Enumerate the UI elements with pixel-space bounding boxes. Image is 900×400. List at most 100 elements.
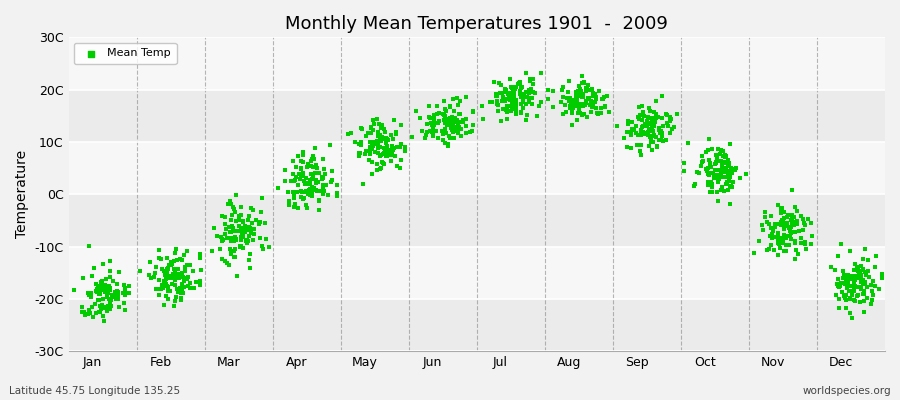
Point: [101, 290, 115, 296]
Point: [244, 205, 258, 212]
Point: [223, 229, 238, 236]
Point: [710, 172, 724, 178]
Point: [282, 198, 296, 204]
Point: [93, 290, 107, 297]
Point: [794, 240, 808, 246]
Point: [219, 226, 233, 233]
Point: [450, 127, 464, 134]
Point: [634, 142, 648, 148]
Point: [777, 215, 791, 221]
Point: [133, 268, 148, 275]
Point: [218, 231, 232, 238]
Point: [296, 152, 310, 158]
Point: [708, 160, 723, 167]
Point: [436, 137, 450, 143]
Point: [648, 115, 662, 121]
Point: [868, 264, 883, 270]
Point: [642, 121, 656, 127]
Point: [105, 278, 120, 284]
Point: [241, 212, 256, 219]
Point: [299, 202, 313, 208]
Point: [365, 138, 380, 145]
Point: [504, 84, 518, 90]
Point: [509, 99, 524, 105]
Point: [277, 167, 292, 173]
Point: [159, 276, 174, 283]
Point: [590, 96, 604, 102]
Point: [298, 181, 312, 188]
Point: [505, 99, 519, 106]
Point: [229, 192, 243, 198]
Point: [418, 132, 433, 138]
Point: [236, 245, 250, 251]
Point: [393, 144, 408, 150]
Point: [181, 274, 195, 280]
Point: [580, 86, 594, 92]
Point: [564, 101, 579, 107]
Point: [378, 138, 392, 145]
Point: [566, 102, 580, 108]
Point: [415, 128, 429, 134]
Point: [228, 209, 242, 216]
Point: [303, 162, 318, 169]
Point: [783, 224, 797, 231]
Point: [148, 270, 163, 276]
Point: [629, 130, 643, 136]
Point: [702, 170, 716, 176]
Point: [371, 150, 385, 156]
Point: [315, 190, 329, 197]
Point: [688, 181, 702, 187]
Point: [581, 87, 596, 93]
Point: [242, 226, 256, 233]
Point: [496, 98, 510, 104]
Point: [579, 85, 593, 91]
Point: [649, 134, 663, 140]
Point: [572, 110, 587, 116]
Point: [579, 98, 593, 104]
Point: [167, 272, 182, 278]
Point: [448, 125, 463, 131]
Point: [176, 269, 190, 276]
Point: [766, 228, 780, 235]
Point: [309, 187, 323, 193]
Point: [370, 167, 384, 173]
Point: [487, 79, 501, 85]
Point: [168, 282, 183, 289]
Point: [776, 222, 790, 228]
Point: [704, 178, 718, 185]
Point: [427, 115, 441, 122]
Point: [111, 296, 125, 303]
Point: [856, 256, 870, 262]
Point: [176, 257, 190, 263]
Point: [155, 282, 169, 288]
Point: [234, 243, 248, 249]
Point: [491, 108, 505, 114]
Point: [316, 184, 330, 190]
Point: [362, 157, 376, 163]
Point: [516, 95, 530, 101]
Point: [681, 140, 696, 146]
Point: [616, 135, 631, 142]
Point: [840, 281, 854, 287]
Point: [375, 134, 390, 140]
Point: [222, 262, 237, 269]
Point: [520, 94, 535, 100]
Point: [569, 91, 583, 97]
Point: [438, 130, 453, 136]
Point: [378, 136, 392, 142]
Point: [546, 88, 561, 94]
Point: [437, 128, 452, 134]
Point: [419, 120, 434, 127]
Point: [833, 283, 848, 289]
Point: [715, 166, 729, 172]
Point: [317, 188, 331, 194]
Point: [772, 221, 787, 228]
Point: [774, 209, 788, 216]
Point: [97, 284, 112, 291]
Point: [564, 101, 579, 107]
Point: [592, 88, 607, 94]
Point: [451, 127, 465, 134]
Point: [663, 130, 678, 136]
Point: [82, 292, 96, 298]
Point: [438, 120, 453, 126]
